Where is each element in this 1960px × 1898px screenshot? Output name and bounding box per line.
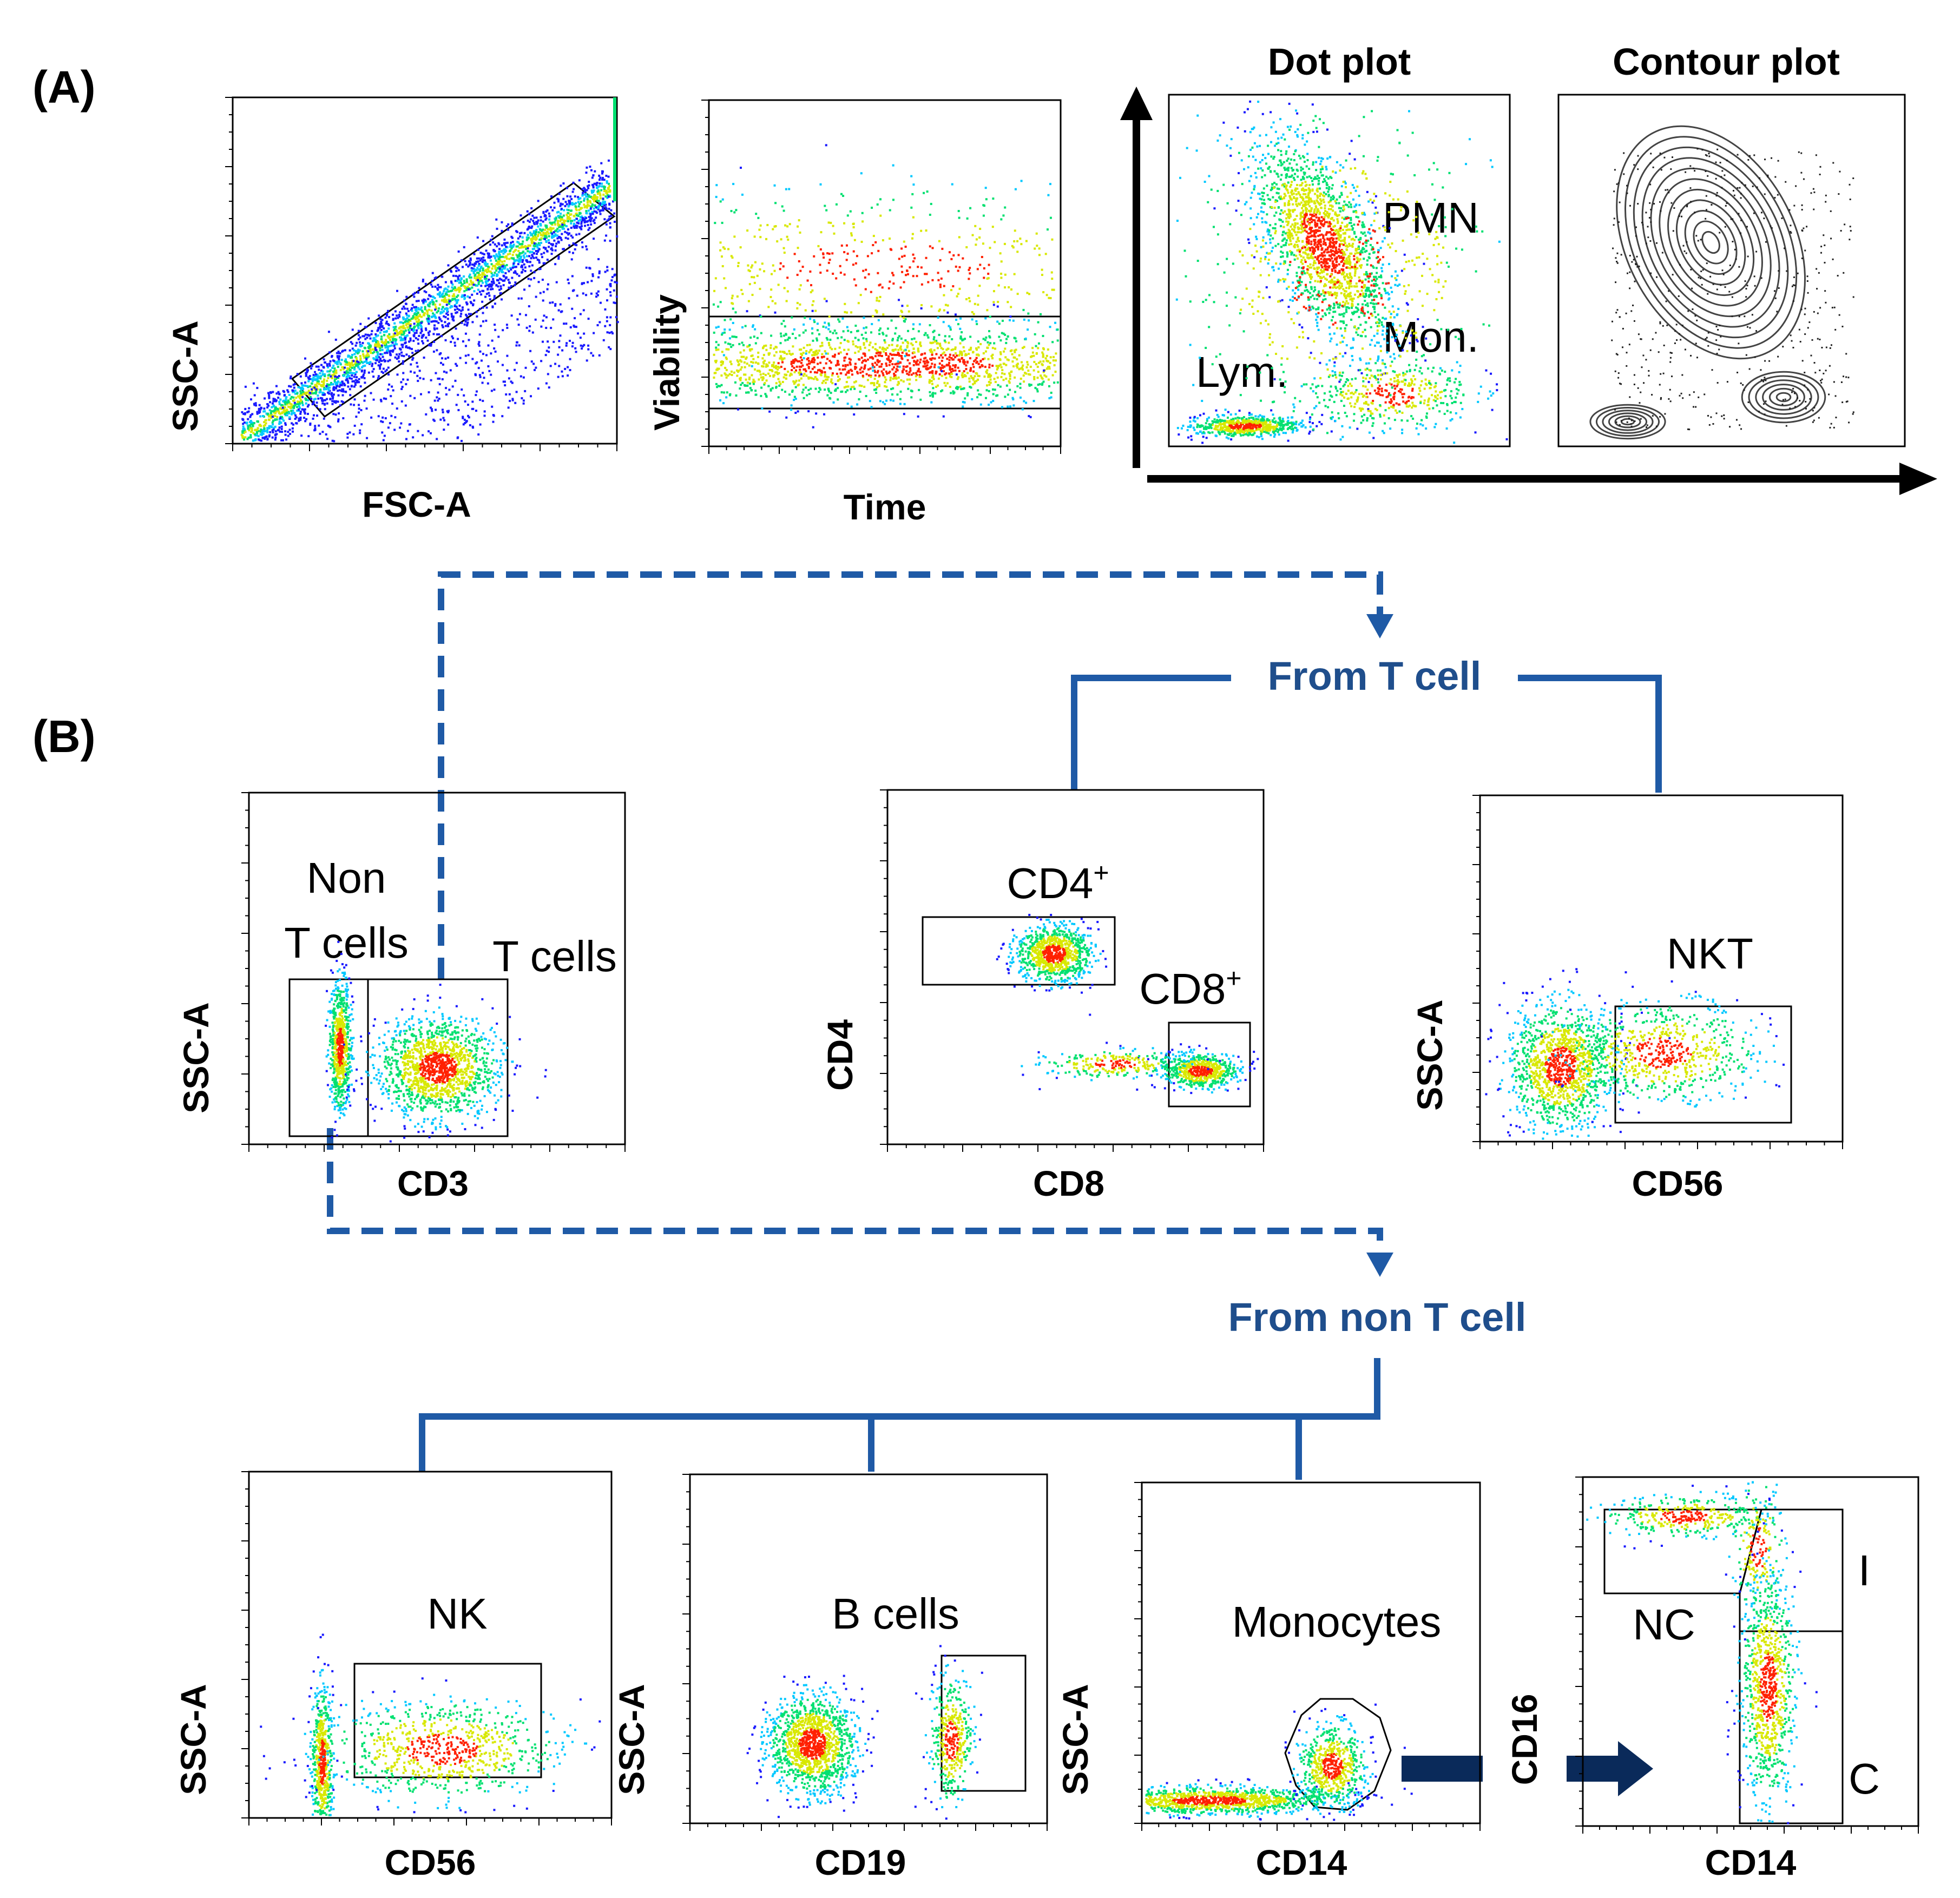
dot-plot-title: Dot plot: [1268, 41, 1411, 83]
contour-plot-title: Contour plot: [1613, 41, 1840, 83]
from-t-cell-label: From T cell: [1268, 654, 1482, 698]
cd3-plot-gate-label-line2-0: T cells: [284, 919, 409, 967]
monocyte-plot-gate-label-0: Monocytes: [1232, 1598, 1442, 1646]
cd3-plot-gate-label-1: T cells: [492, 932, 617, 980]
cd4-cd8-plot-ylabel: CD4: [820, 1019, 860, 1091]
nk-plot-gate-label-0: NK: [427, 1590, 487, 1638]
scatter-gate-ylabel: SSC-A: [165, 320, 205, 431]
cd3-plot-gate-label-0: Non: [307, 854, 386, 902]
dot-plot-gate-label-2: Lym.: [1196, 348, 1288, 396]
viability-gate-ylabel: Viability: [647, 294, 687, 431]
mono-subset-plot-ylabel: CD16: [1504, 1694, 1544, 1785]
panel-label-a: (A): [32, 62, 96, 113]
dot-plot-gate-label-0: PMN: [1383, 194, 1479, 242]
viability-gate-xlabel: Time: [844, 487, 926, 527]
cd4-cd8-plot-gate-label-sup-1: +: [1226, 963, 1241, 993]
mono-subset-plot-gate-label-1: I: [1858, 1546, 1870, 1594]
nk-plot-xlabel: CD56: [385, 1842, 476, 1882]
panel-label-b: (B): [32, 711, 96, 762]
bcell-plot-gate-label-0: B cells: [832, 1590, 959, 1638]
cd3-plot-ylabel: SSC-A: [176, 1002, 216, 1113]
nkt-plot-ylabel: SSC-A: [1410, 999, 1450, 1110]
cd3-plot-xlabel: CD3: [397, 1163, 469, 1203]
monocyte-plot-xlabel: CD14: [1256, 1842, 1347, 1882]
cd4-cd8-plot-gate-label-sup-0: +: [1093, 858, 1109, 888]
dot-plot-gate-label-1: Mon.: [1383, 313, 1479, 361]
nkt-plot-gate-label-0: NKT: [1667, 930, 1753, 978]
bcell-plot-xlabel: CD19: [815, 1842, 906, 1882]
mono-subset-plot-gate-label-2: C: [1849, 1755, 1880, 1803]
nk-plot-ylabel: SSC-A: [173, 1684, 213, 1795]
from-non-t-cell-label: From non T cell: [1228, 1295, 1527, 1340]
nkt-plot-xlabel: CD56: [1632, 1163, 1724, 1203]
mono-subset-plot-xlabel: CD14: [1705, 1842, 1797, 1882]
bcell-plot-ylabel: SSC-A: [611, 1684, 652, 1795]
mono-subset-plot-gate-label-0: NC: [1633, 1600, 1695, 1649]
cd4-cd8-plot-xlabel: CD8: [1033, 1163, 1104, 1203]
monocyte-plot-ylabel: SSC-A: [1055, 1684, 1095, 1795]
scatter-gate-xlabel: FSC-A: [362, 484, 471, 524]
